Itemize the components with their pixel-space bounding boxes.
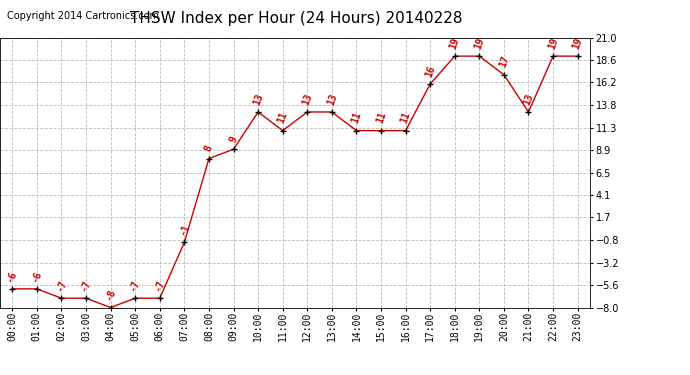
- Text: -7: -7: [79, 278, 92, 292]
- Text: 19: 19: [473, 36, 486, 51]
- Text: -1: -1: [177, 222, 191, 237]
- Text: 13: 13: [251, 92, 265, 106]
- Text: 9: 9: [228, 135, 239, 144]
- Text: THSW  (°F): THSW (°F): [609, 44, 671, 54]
- Text: 19: 19: [448, 36, 462, 51]
- Text: THSW Index per Hour (24 Hours) 20140228: THSW Index per Hour (24 Hours) 20140228: [130, 11, 463, 26]
- Text: 13: 13: [522, 92, 535, 106]
- Text: -7: -7: [128, 278, 142, 292]
- Text: -6: -6: [6, 269, 19, 283]
- Text: 19: 19: [546, 36, 560, 51]
- Text: -8: -8: [104, 288, 117, 302]
- Text: 11: 11: [350, 111, 363, 125]
- Text: 11: 11: [276, 111, 289, 125]
- Text: 19: 19: [571, 36, 584, 51]
- Text: 13: 13: [301, 92, 314, 106]
- Text: 11: 11: [374, 111, 388, 125]
- Text: 16: 16: [424, 64, 437, 78]
- Text: 8: 8: [204, 144, 215, 153]
- Text: Copyright 2014 Cartronics.com: Copyright 2014 Cartronics.com: [7, 11, 159, 21]
- Text: 17: 17: [497, 55, 511, 69]
- Text: 13: 13: [325, 92, 339, 106]
- Text: 11: 11: [399, 111, 413, 125]
- Text: -7: -7: [55, 278, 68, 292]
- Text: -7: -7: [153, 278, 166, 292]
- Text: -6: -6: [30, 269, 43, 283]
